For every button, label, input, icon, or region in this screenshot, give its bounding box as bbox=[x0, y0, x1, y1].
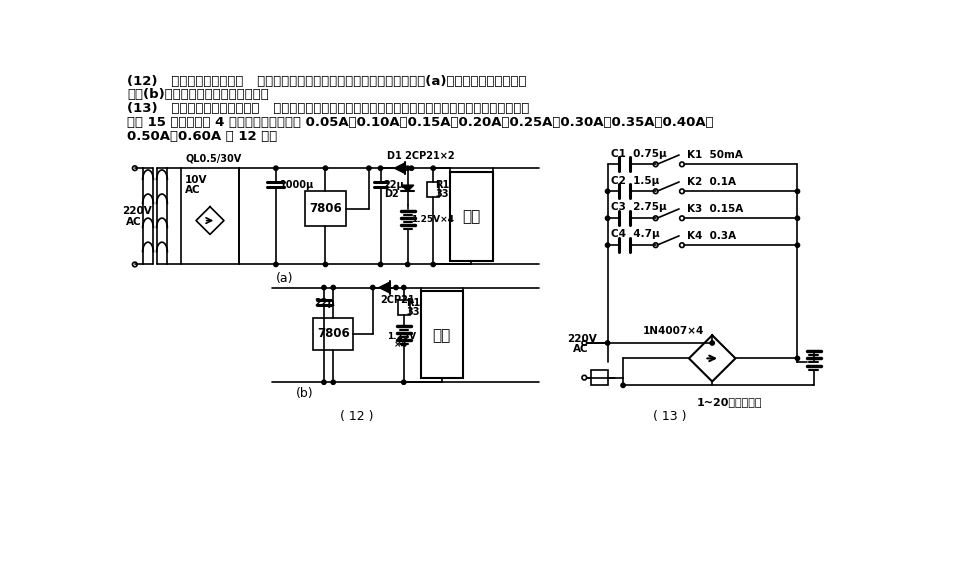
Circle shape bbox=[405, 166, 410, 171]
Circle shape bbox=[322, 286, 326, 289]
Text: K4  0.3A: K4 0.3A bbox=[687, 231, 736, 241]
Bar bbox=[451, 172, 493, 261]
Text: (12)   连续补充和浮充电路   作为备用电源的镁镁电池充电不需要单独进行。(a)电路为连续补充充电电: (12) 连续补充和浮充电路 作为备用电源的镁镁电池充电不需要单独进行。(a)电… bbox=[127, 75, 527, 88]
Text: K3  0.15A: K3 0.15A bbox=[687, 204, 743, 214]
Text: AC: AC bbox=[572, 344, 588, 354]
Text: D2: D2 bbox=[384, 188, 399, 199]
Text: K1  50mA: K1 50mA bbox=[687, 150, 743, 160]
Bar bbox=[313, 318, 353, 350]
Text: 数的 15 倍。该电路 4 个开关可有输出电流 0.05A／0.10A／0.15A／0.20A／0.25A／0.30A／0.35A／0.40A／: 数的 15 倍。该电路 4 个开关可有输出电流 0.05A／0.10A／0.15… bbox=[127, 116, 714, 129]
Bar bbox=[182, 168, 240, 264]
Bar bbox=[306, 191, 345, 226]
Text: 1.25V: 1.25V bbox=[387, 332, 416, 341]
Circle shape bbox=[401, 380, 406, 384]
Text: D1 2CP21×2: D1 2CP21×2 bbox=[387, 151, 454, 161]
Circle shape bbox=[431, 263, 435, 266]
Circle shape bbox=[795, 189, 800, 194]
Text: 22μ: 22μ bbox=[314, 298, 336, 308]
Circle shape bbox=[605, 341, 610, 345]
Circle shape bbox=[323, 166, 328, 171]
Circle shape bbox=[605, 243, 610, 247]
Polygon shape bbox=[379, 282, 390, 293]
Circle shape bbox=[405, 263, 410, 266]
Circle shape bbox=[431, 166, 435, 171]
Circle shape bbox=[366, 166, 371, 171]
Text: 1N4007×4: 1N4007×4 bbox=[642, 327, 704, 337]
Text: 负载: 负载 bbox=[462, 209, 481, 224]
Circle shape bbox=[323, 263, 328, 266]
Text: R1: R1 bbox=[435, 180, 450, 190]
Circle shape bbox=[274, 166, 278, 171]
Text: ( 12 ): ( 12 ) bbox=[340, 410, 374, 422]
Circle shape bbox=[409, 166, 414, 171]
Circle shape bbox=[378, 166, 383, 171]
Circle shape bbox=[710, 341, 715, 345]
Circle shape bbox=[322, 380, 326, 384]
Circle shape bbox=[401, 286, 406, 289]
Text: R1: R1 bbox=[406, 298, 421, 308]
Circle shape bbox=[370, 286, 375, 289]
Text: C1  0.75μ: C1 0.75μ bbox=[611, 149, 667, 159]
Text: ×4: ×4 bbox=[394, 340, 407, 349]
Text: C3  2.75μ: C3 2.75μ bbox=[611, 203, 667, 213]
Text: 7806: 7806 bbox=[317, 327, 350, 340]
Circle shape bbox=[795, 216, 800, 220]
Text: C4  4.7μ: C4 4.7μ bbox=[611, 229, 660, 240]
Text: 7806: 7806 bbox=[309, 203, 342, 215]
Circle shape bbox=[331, 286, 336, 289]
Polygon shape bbox=[395, 163, 405, 173]
Circle shape bbox=[394, 286, 398, 289]
Text: 33: 33 bbox=[435, 188, 449, 199]
Text: 220V: 220V bbox=[568, 334, 597, 344]
Circle shape bbox=[378, 263, 383, 266]
Circle shape bbox=[274, 263, 278, 266]
Circle shape bbox=[605, 189, 610, 194]
Text: AC: AC bbox=[186, 185, 201, 195]
Bar bbox=[421, 291, 463, 379]
Text: (13)   无电源变压器的充电电路   采用电容降压方式，电容选择原则是：电容量的微法数等于需要电流安培: (13) 无电源变压器的充电电路 采用电容降压方式，电容选择原则是：电容量的微法… bbox=[127, 103, 530, 116]
Text: 220V: 220V bbox=[123, 205, 152, 215]
Text: 33: 33 bbox=[406, 307, 420, 317]
Text: 2CP21: 2CP21 bbox=[380, 295, 415, 305]
Text: 0.50A／0.60A 等 12 种。: 0.50A／0.60A 等 12 种。 bbox=[127, 130, 278, 143]
Circle shape bbox=[795, 356, 800, 361]
Text: 1.25V×4: 1.25V×4 bbox=[411, 214, 454, 223]
Text: C2  1.5μ: C2 1.5μ bbox=[611, 176, 659, 186]
Text: (b): (b) bbox=[296, 387, 313, 401]
Text: 1~20节镁镁电池: 1~20节镁镁电池 bbox=[696, 397, 762, 407]
Bar bbox=[397, 300, 410, 315]
Circle shape bbox=[795, 243, 800, 247]
Text: QL0.5/30V: QL0.5/30V bbox=[186, 154, 242, 164]
Text: 路；(b)电路由于二极管隔离而浮充。: 路；(b)电路由于二极管隔离而浮充。 bbox=[127, 88, 269, 101]
Polygon shape bbox=[401, 185, 414, 191]
Circle shape bbox=[605, 216, 610, 220]
Text: 负载: 负载 bbox=[432, 328, 451, 343]
Circle shape bbox=[621, 383, 626, 388]
Text: 22μ: 22μ bbox=[384, 180, 404, 190]
Circle shape bbox=[331, 380, 336, 384]
Text: AC: AC bbox=[126, 217, 141, 227]
Text: 10V: 10V bbox=[186, 174, 208, 185]
Text: K2  0.1A: K2 0.1A bbox=[687, 177, 736, 187]
Text: 1000μ: 1000μ bbox=[279, 180, 314, 190]
Text: ( 13 ): ( 13 ) bbox=[653, 410, 687, 422]
Bar bbox=[591, 370, 607, 385]
Text: (a): (a) bbox=[276, 272, 293, 285]
Bar bbox=[427, 182, 439, 197]
